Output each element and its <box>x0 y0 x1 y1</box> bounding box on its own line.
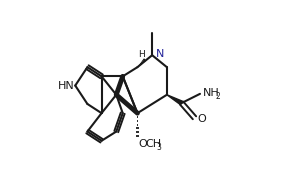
Text: H: H <box>138 50 144 59</box>
Text: 3: 3 <box>157 143 162 152</box>
Text: HN: HN <box>58 81 75 91</box>
Text: 2: 2 <box>216 92 221 101</box>
Text: O: O <box>138 139 147 148</box>
Text: O: O <box>197 114 206 124</box>
Text: CH: CH <box>145 139 161 148</box>
Polygon shape <box>167 95 183 105</box>
Text: N: N <box>156 49 164 59</box>
Text: NH: NH <box>203 88 220 98</box>
